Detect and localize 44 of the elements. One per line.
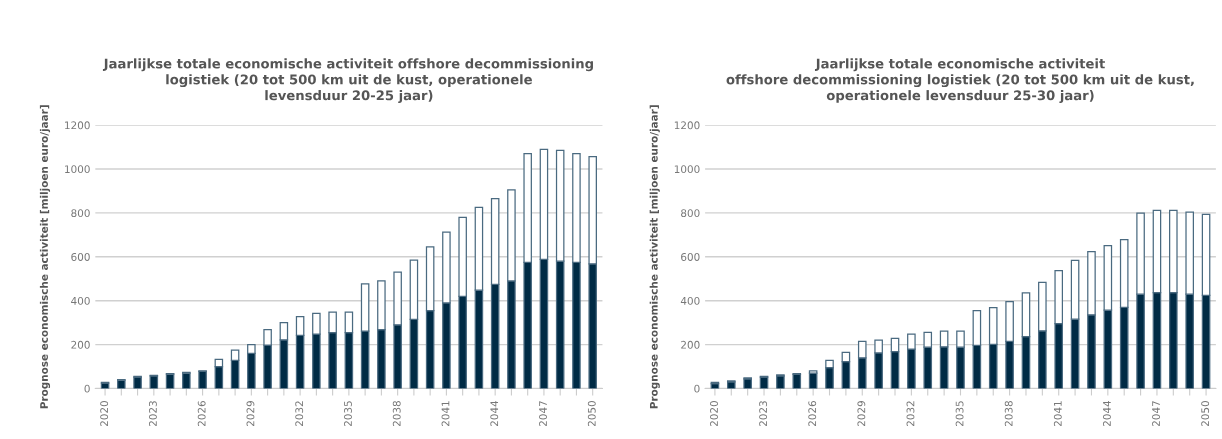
x-tick-label: 2020 (100, 401, 109, 427)
bar (198, 370, 207, 389)
x-tick-label: 2047 (1152, 401, 1160, 427)
y-tick-label: 0 (84, 384, 90, 393)
y-tick-label: 400 (680, 296, 700, 305)
x-tick-label: 2029 (246, 401, 255, 427)
x-tick-label: 2023 (759, 401, 768, 427)
x-tick-label: 2032 (295, 401, 304, 427)
x-tick-label: 2050 (587, 401, 596, 427)
chart-title: Jaarlijkse totale economische activiteit offshore decommissioning logistiek (20 tot 500 km uit de kust, operationele levensduur 25-30 jaar) (726, 58, 1194, 103)
y-axis-title: Prognose economische activiteit [miljoen euro/jaar] (649, 105, 660, 409)
bar (182, 372, 191, 389)
x-tick-label: 2038 (1004, 401, 1013, 427)
y-tick-label: 600 (681, 253, 700, 261)
chart-title: Jaarlijkse totale economische activiteit offshore decommissioning logistiek (20 tot 500 km uit de kust, operationele levensduur 20-25 jaar) (102, 58, 593, 103)
x-tick-label: 2050 (1201, 401, 1210, 427)
x-tick-label: 2026 (808, 400, 817, 427)
y-tick-label: 1000 (674, 165, 700, 174)
x-tick-label: 2020 (710, 401, 718, 427)
y-tick-label: 1000 (65, 165, 90, 174)
x-tick-label: 2044 (1102, 400, 1111, 427)
x-tick-label: 2047 (539, 401, 547, 427)
x-tick-label: 2032 (906, 401, 915, 427)
x-tick-label: 2035 (344, 401, 352, 427)
x-tick-label: 2035 (955, 401, 964, 427)
y-tick-label: 1200 (674, 121, 700, 130)
x-tick-label: 2041 (441, 401, 450, 427)
x-tick-label: 2041 (1053, 401, 1062, 427)
x-tick-label: 2026 (197, 400, 206, 427)
y-tick-label: 400 (71, 296, 90, 305)
y-tick-label: 1200 (65, 121, 90, 130)
x-tick-label: 2023 (148, 401, 157, 427)
y-tick-label: 600 (71, 253, 90, 261)
y-tick-label: 200 (71, 340, 90, 349)
y-tick-label: 800 (681, 209, 700, 218)
bar (792, 373, 802, 389)
x-tick-label: 2038 (392, 401, 401, 427)
y-axis-title: Prognose economische activiteit [miljoen euro/jaar] (39, 105, 51, 409)
y-tick-label: 0 (694, 384, 700, 393)
y-tick-label: 800 (71, 209, 90, 218)
x-tick-label: 2044 (490, 400, 499, 427)
x-tick-label: 2029 (857, 401, 866, 427)
y-tick-label: 200 (681, 340, 700, 349)
bar (776, 375, 785, 389)
